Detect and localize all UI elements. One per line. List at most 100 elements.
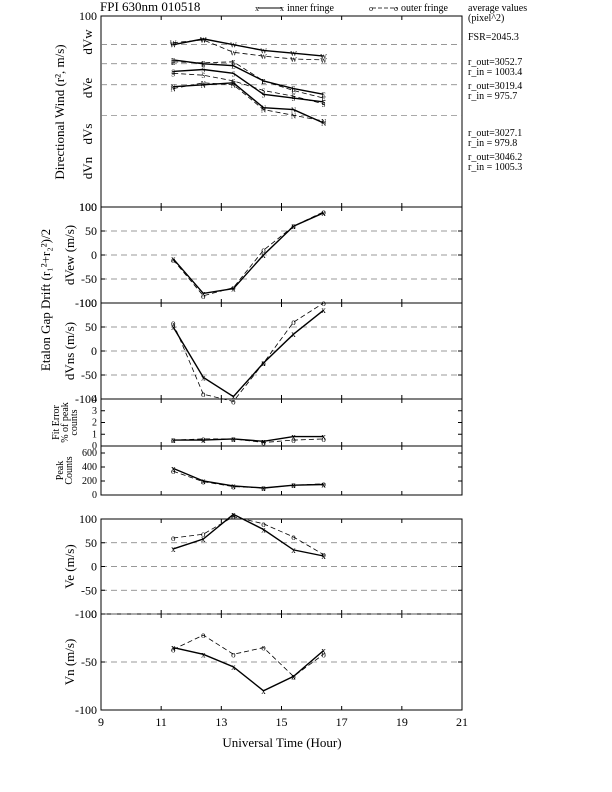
- peak-outer-point-0: o: [171, 466, 176, 476]
- fit-inner-point-5: x: [321, 432, 326, 442]
- directional-row-label-0: dVw: [80, 29, 95, 55]
- vew-ytick-2: 0: [91, 248, 97, 262]
- directional-N-outer-line: [173, 82, 324, 122]
- directional-W-outer-point-3: W: [260, 53, 267, 61]
- vns-outer-point-0: o: [171, 318, 176, 328]
- vn-outer-point-2: o: [231, 649, 236, 659]
- vew-inner-line: [172, 212, 324, 295]
- directional-row-label-2: dVs: [80, 124, 95, 145]
- directional-ytick-bottom: 100: [79, 200, 97, 214]
- directional-S-inner-point-4: S: [292, 95, 296, 103]
- vns-inner-point-5: x: [321, 305, 326, 315]
- directional-N-inner-point-1: N: [201, 82, 206, 90]
- vns-inner-point-2: x: [231, 392, 236, 402]
- vn-outer-point-3: o: [261, 643, 266, 653]
- vn-outer-point-1: o: [201, 630, 206, 640]
- ve-ytick-4: 100: [79, 512, 97, 526]
- vns-outer-point-1: o: [201, 389, 206, 399]
- avg-title-2: (pixel^2): [468, 13, 504, 24]
- ve-inner-point-2: x: [231, 509, 236, 519]
- vns-outer-point-4: o: [291, 317, 296, 327]
- directional-W-outer-point-2: W: [230, 49, 237, 57]
- directional-E-outer-point-3: E: [261, 78, 265, 86]
- directional-W-inner-point-2: W: [230, 42, 237, 50]
- directional-row-label-3: dVn: [80, 156, 95, 179]
- directional-E-inner-point-3: E: [261, 78, 265, 86]
- vns-inner-point-3: x: [261, 358, 266, 368]
- ve-ytick-2: 0: [91, 560, 97, 574]
- vew-inner-point-3: x: [261, 250, 266, 260]
- ve-ytick-3: 50: [85, 536, 97, 550]
- ve-outer-point-0: o: [171, 533, 176, 543]
- vew-outer-point-5: o: [321, 207, 326, 217]
- xtick-label-3: 15: [276, 715, 288, 729]
- vew-inner-point-5: x: [321, 208, 326, 218]
- peak-ytick-1: 200: [82, 476, 97, 487]
- fit-ytick-4: 4: [92, 394, 97, 405]
- xtick-label-5: 19: [396, 715, 408, 729]
- directional-W-outer-point-4: W: [290, 56, 297, 64]
- xtick-label-2: 13: [215, 715, 227, 729]
- vn-inner-point-2: x: [231, 662, 236, 672]
- legend-inner-marker-left: x: [255, 4, 259, 13]
- r-in-4: r_in = 1005.3: [468, 162, 522, 173]
- ve-inner-point-3: x: [261, 525, 266, 535]
- vew-inner-point-2: x: [231, 284, 236, 294]
- r-out-2: r_out=3019.4: [468, 81, 522, 92]
- directional-ytick-top: 100: [79, 9, 97, 23]
- xtick-label-0: 9: [98, 715, 104, 729]
- chart-title: FPI 630nm 010518: [100, 0, 200, 14]
- directional-E-outer-point-4: E: [291, 88, 295, 96]
- axis-ticks: 100100-100-50050100-100-5005010001234020…: [75, 9, 468, 729]
- fit-inner-point-3: x: [261, 436, 266, 446]
- fit-inner-point-4: x: [291, 432, 296, 442]
- directional-S-outer-point-5: S: [322, 101, 326, 109]
- directional-N-inner-point-3: N: [261, 105, 266, 113]
- peak-ytick-3: 600: [82, 448, 97, 459]
- legend-outer-label: outer fringe: [401, 3, 448, 14]
- peak-frame: [100, 445, 463, 496]
- peak-ylabel-line-1: Counts: [64, 456, 75, 484]
- fit-inner-point-0: x: [171, 435, 176, 445]
- vn-inner-point-3: x: [261, 686, 266, 696]
- side-notes: average values (pixel^2) FSR=2045.3 r_ou…: [468, 3, 527, 173]
- vns-inner-point-0: x: [171, 322, 176, 332]
- directional-E-inner-point-5: E: [321, 91, 325, 99]
- ve-outer-point-2: o: [231, 512, 236, 522]
- vns-inner-line: [172, 309, 325, 398]
- r-out-1: r_out=3052.7: [468, 57, 522, 68]
- avg-title-1: average values: [468, 3, 527, 14]
- vn-ytick-1: -50: [81, 655, 97, 669]
- directional-E-inner-point-2: E: [231, 63, 235, 71]
- zero-lines: [101, 44, 462, 663]
- directional-N-outer-point-1: N: [201, 80, 206, 88]
- directional-S-outer-point-1: S: [201, 72, 205, 80]
- directional-E-inner-point-1: E: [201, 61, 205, 69]
- vns-outer-line: [172, 302, 324, 402]
- directional-ylabel: Directional Wind (r², m/s): [52, 44, 67, 179]
- directional-W-inner-point-5: W: [320, 53, 327, 61]
- vew-outer-point-3: o: [261, 245, 266, 255]
- peak-inner-line: [172, 467, 324, 489]
- directional-N-inner-point-4: N: [291, 107, 296, 115]
- directional-S-outer-point-0: S: [171, 70, 175, 78]
- vn-inner-point-5: x: [321, 646, 326, 656]
- vew-ytick-3: 50: [85, 224, 97, 238]
- vn-inner-point-1: x: [201, 649, 206, 659]
- fit-ytick-0: 0: [92, 441, 97, 452]
- vn-ytick-0: -100: [75, 703, 97, 717]
- vns-ytick-2: 0: [91, 344, 97, 358]
- ve-outer-point-1: o: [201, 529, 206, 539]
- ve-inner-point-5: x: [321, 551, 326, 561]
- fsr-note: FSR=2045.3: [468, 32, 519, 43]
- fit-ylabel-line-2: counts: [69, 409, 80, 435]
- ve-inner-point-0: x: [171, 544, 176, 554]
- etalon-gap-label: Etalon Gap Drift (r₁²+r₂²)/2: [38, 229, 53, 371]
- peak-ytick-0: 0: [92, 490, 97, 501]
- legend-outer-marker-left: o: [369, 4, 373, 13]
- directional-W-outer-point-0: W: [170, 40, 177, 48]
- vns-outer-point-2: o: [231, 396, 236, 406]
- vns-ytick-1: -50: [81, 368, 97, 382]
